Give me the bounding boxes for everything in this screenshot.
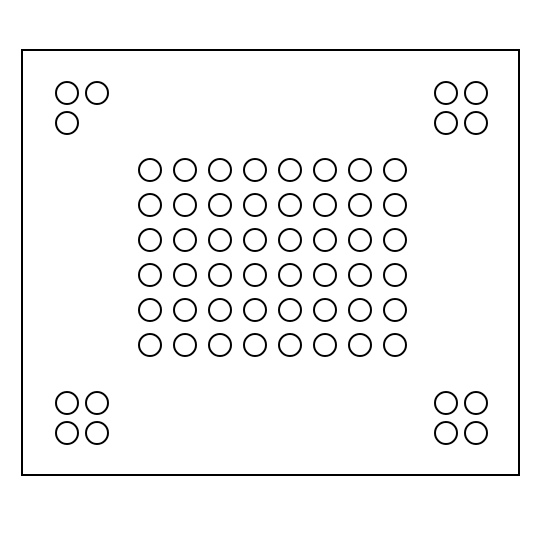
center-ball — [209, 194, 231, 216]
corner-ball-bottom_left — [56, 422, 78, 444]
center-ball — [349, 334, 371, 356]
corner-ball-bottom_right — [465, 392, 487, 414]
center-ball — [384, 334, 406, 356]
corner-ball-top_left — [86, 82, 108, 104]
center-ball — [174, 159, 196, 181]
center-ball — [384, 299, 406, 321]
bga-package-diagram — [0, 0, 540, 540]
corner-ball-top_right — [435, 112, 457, 134]
corner-ball-bottom_right — [435, 422, 457, 444]
center-ball — [384, 159, 406, 181]
corner-ball-bottom_left — [86, 422, 108, 444]
center-ball — [279, 299, 301, 321]
center-ball — [174, 194, 196, 216]
corner-ball-bottom_left — [86, 392, 108, 414]
center-ball — [279, 159, 301, 181]
center-ball — [384, 194, 406, 216]
center-ball — [279, 264, 301, 286]
center-ball — [244, 334, 266, 356]
corner-ball-bottom_right — [435, 392, 457, 414]
center-ball — [209, 229, 231, 251]
center-ball — [279, 194, 301, 216]
center-ball — [209, 299, 231, 321]
center-ball — [139, 229, 161, 251]
corner-ball-top_right — [435, 82, 457, 104]
center-ball — [314, 194, 336, 216]
center-ball — [174, 264, 196, 286]
center-ball — [244, 194, 266, 216]
center-ball — [279, 334, 301, 356]
corner-ball-top_right — [465, 82, 487, 104]
center-ball — [139, 264, 161, 286]
center-ball — [139, 194, 161, 216]
corner-ball-top_right — [465, 112, 487, 134]
center-ball — [384, 264, 406, 286]
center-ball — [349, 194, 371, 216]
center-ball — [209, 159, 231, 181]
center-ball — [349, 264, 371, 286]
center-ball — [314, 334, 336, 356]
center-ball — [279, 229, 301, 251]
center-ball — [314, 229, 336, 251]
corner-ball-top_left — [56, 112, 78, 134]
center-ball — [244, 299, 266, 321]
corner-ball-top_left — [56, 82, 78, 104]
corner-ball-bottom_left — [56, 392, 78, 414]
center-ball — [139, 299, 161, 321]
center-ball — [244, 264, 266, 286]
center-ball — [244, 159, 266, 181]
center-ball — [209, 334, 231, 356]
center-ball — [349, 159, 371, 181]
center-ball — [314, 264, 336, 286]
center-ball — [244, 229, 266, 251]
center-ball — [174, 229, 196, 251]
center-ball — [349, 229, 371, 251]
center-ball — [349, 299, 371, 321]
center-ball — [314, 299, 336, 321]
center-ball — [139, 159, 161, 181]
center-ball — [174, 334, 196, 356]
center-ball — [314, 159, 336, 181]
center-ball — [174, 299, 196, 321]
center-ball — [209, 264, 231, 286]
center-ball — [384, 229, 406, 251]
corner-ball-bottom_right — [465, 422, 487, 444]
center-ball — [139, 334, 161, 356]
